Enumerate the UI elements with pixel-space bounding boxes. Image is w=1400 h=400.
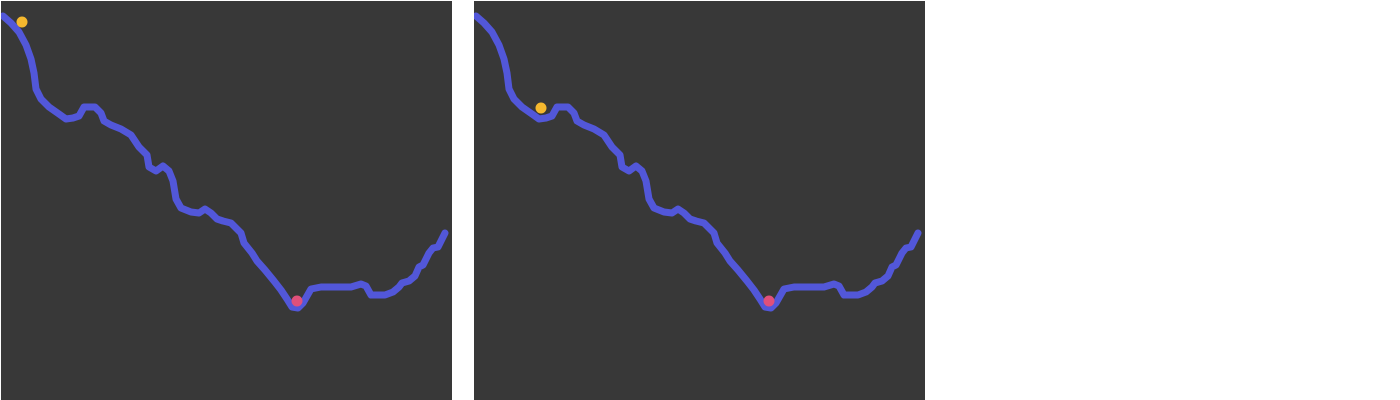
agent-dot-icon [535, 102, 547, 114]
goal-dot-icon [763, 295, 775, 307]
terrain-line [1, 12, 449, 312]
agent-dot-icon [16, 16, 28, 28]
game-frame-2-canvas [474, 12, 922, 312]
game-frame-2 [474, 1, 925, 400]
terrain-line [474, 12, 922, 312]
game-frame-1-canvas [1, 12, 449, 312]
goal-dot-icon [291, 295, 303, 307]
game-frame-1 [1, 1, 452, 400]
